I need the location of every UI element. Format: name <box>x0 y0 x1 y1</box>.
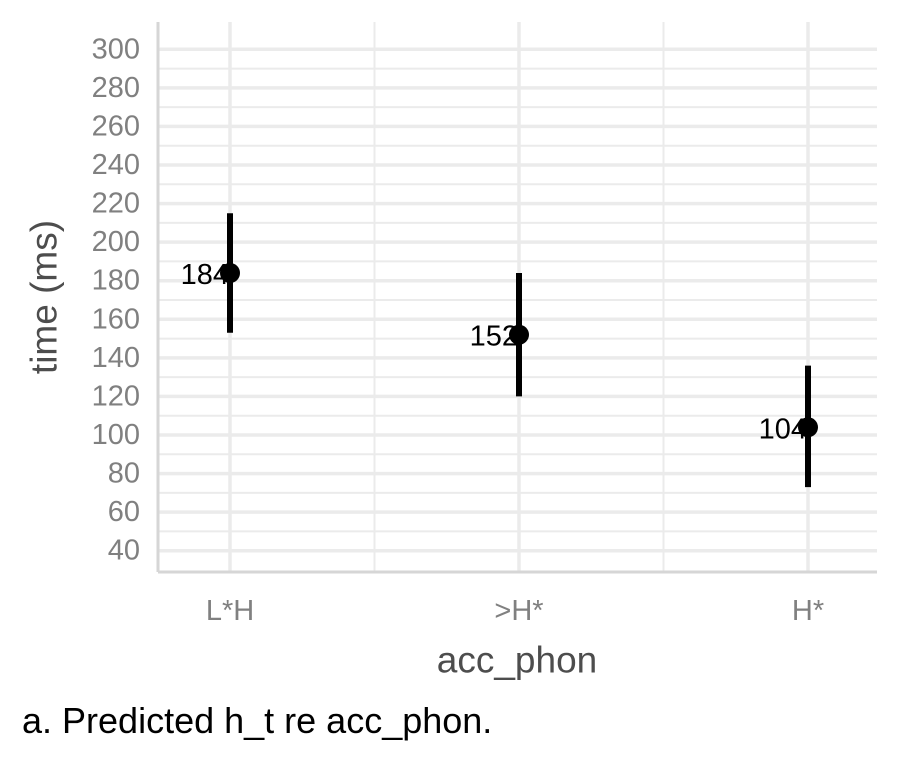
y-tick-label: 180 <box>92 265 140 297</box>
y-tick-label: 80 <box>108 458 140 490</box>
x-tick-label: L*H <box>206 595 254 627</box>
y-tick-label: 40 <box>108 535 140 567</box>
y-tick-label: 140 <box>92 342 140 374</box>
data-point <box>220 263 240 283</box>
y-tick-label: 220 <box>92 188 140 220</box>
data-label: 104 <box>759 413 807 445</box>
x-tick-label: >H* <box>494 595 543 627</box>
data-point <box>798 417 818 438</box>
y-tick-label: 240 <box>92 149 140 181</box>
x-axis-title: acc_phon <box>437 640 597 681</box>
y-tick-label: 280 <box>92 72 140 104</box>
y-tick-label: 200 <box>92 226 140 258</box>
data-point <box>509 324 529 345</box>
y-tick-label: 100 <box>92 419 140 451</box>
x-tick-label: H* <box>792 595 824 627</box>
y-tick-label: 120 <box>92 380 140 412</box>
y-tick-label: 60 <box>108 496 140 528</box>
data-label: 152 <box>470 321 518 353</box>
y-axis-title: time (ms) <box>24 220 65 374</box>
y-tick-label: 260 <box>92 110 140 142</box>
y-tick-label: 160 <box>92 303 140 335</box>
figure-caption: a. Predicted h_t re acc_phon. <box>22 700 493 741</box>
y-tick-label: 300 <box>92 33 140 65</box>
data-label: 184 <box>181 259 229 291</box>
